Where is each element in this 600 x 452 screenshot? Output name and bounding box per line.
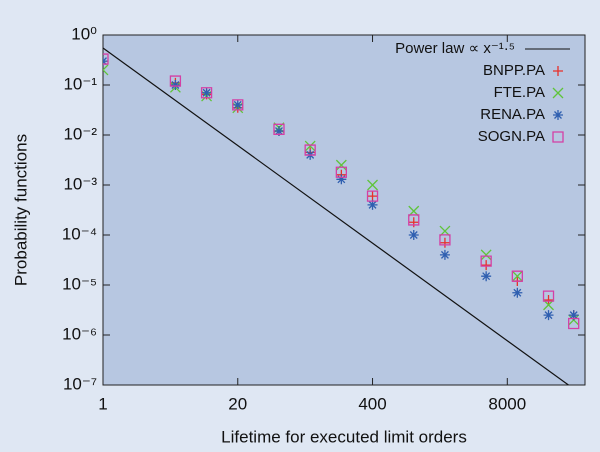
x-tick-label: 400: [358, 394, 386, 413]
data-point: [200, 87, 213, 99]
x-tick-label: 20: [228, 394, 247, 413]
legend-marker: [552, 131, 564, 143]
x-tick-label: 8000: [488, 394, 526, 413]
fit-line: [103, 47, 570, 385]
data-point: [481, 271, 492, 282]
data-point: [481, 260, 492, 271]
data-point: [304, 144, 316, 156]
data-point: [480, 249, 492, 261]
y-tick-label: 10⁻⁵: [62, 274, 97, 293]
data-point: [568, 317, 580, 330]
y-tick-label: 10⁰: [71, 24, 97, 43]
legend-label: SOGN.PA: [478, 128, 545, 145]
legend-label: BNPP.PA: [483, 62, 545, 79]
legend-label: Power law ∝ x⁻¹·⁵: [395, 40, 515, 57]
data-point: [103, 64, 109, 76]
data-point: [335, 159, 347, 171]
y-tick-label: 10⁻²: [63, 124, 97, 143]
data-point: [232, 99, 243, 110]
data-point: [273, 126, 284, 137]
y-tick-label: 10⁻⁴: [62, 224, 97, 243]
data-point: [511, 270, 523, 282]
data-point: [408, 230, 419, 240]
legend-marker: [553, 110, 563, 120]
data-point: [335, 166, 348, 178]
data-point: [201, 87, 212, 98]
data-point: [367, 191, 378, 202]
data-point: [169, 75, 182, 87]
y-axis-label: Probability functions: [11, 134, 30, 286]
plot-area: [102, 34, 586, 386]
data-point: [512, 287, 523, 298]
data-point: [543, 295, 554, 306]
data-point: [439, 237, 450, 248]
data-point: [367, 199, 378, 210]
x-axis-label: Lifetime for executed limit orders: [221, 427, 467, 446]
legend-marker: [552, 87, 564, 99]
data-point: [170, 80, 181, 90]
data-point: [366, 190, 379, 202]
y-tick-label: 10⁻³: [63, 174, 97, 193]
y-tick-label: 10⁻⁶: [62, 324, 97, 343]
legend-label: RENA.PA: [480, 106, 545, 123]
data-point: [439, 249, 450, 260]
plot-content: [103, 47, 580, 385]
data-point: [273, 123, 285, 135]
data-point: [408, 214, 420, 226]
y-tick-label: 10⁻¹: [63, 74, 97, 93]
data-point: [480, 255, 492, 267]
legend-label: FTE.PA: [494, 84, 545, 101]
data-point: [543, 310, 554, 321]
data-point: [439, 234, 451, 246]
legend-marker: [553, 66, 563, 76]
data-point: [232, 99, 244, 111]
data-point: [304, 140, 316, 152]
y-tick-label: 10⁻⁷: [63, 374, 97, 393]
data-point: [336, 174, 347, 185]
data-point: [367, 179, 378, 191]
data-point: [511, 270, 523, 282]
data-point: [568, 310, 579, 321]
x-tick-label: 1: [98, 394, 107, 413]
data-point: [103, 53, 109, 65]
data-point: [542, 290, 555, 302]
